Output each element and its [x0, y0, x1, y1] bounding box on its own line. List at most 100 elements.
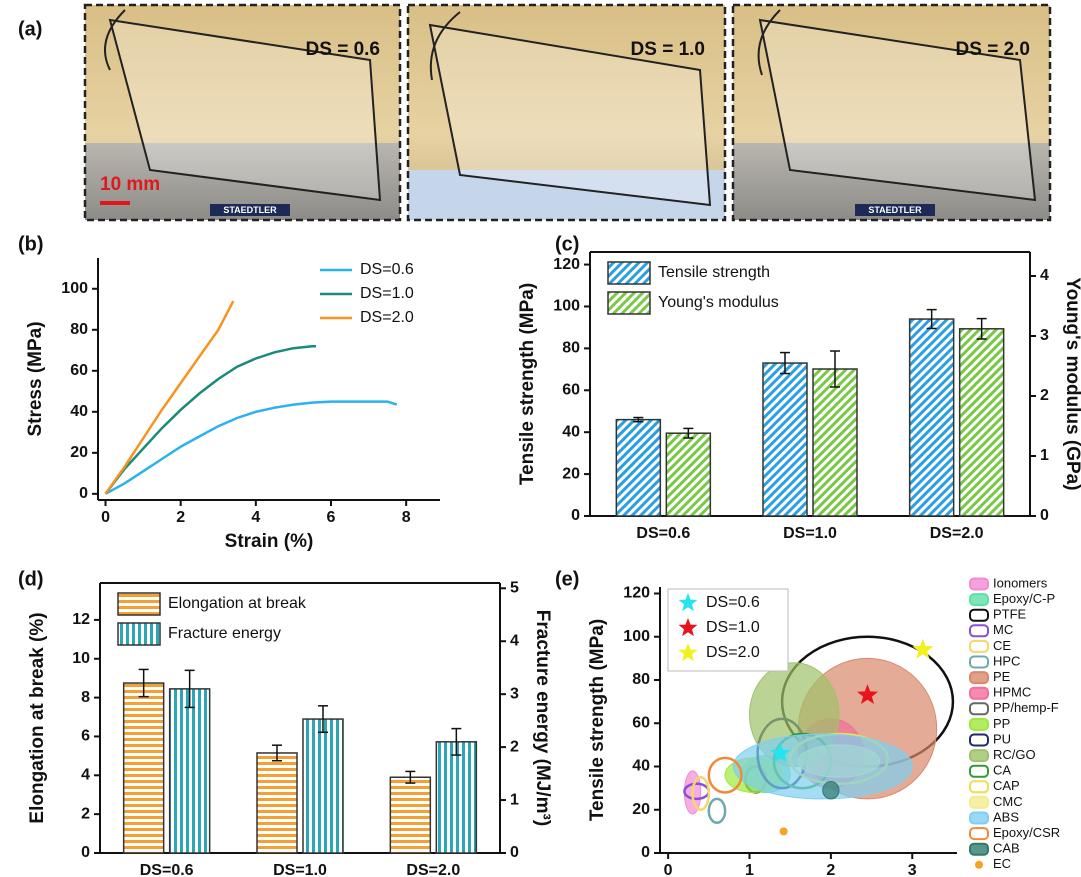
y-axis-label: Stress (MPa)	[25, 321, 46, 436]
y-tick-label: 6	[81, 728, 90, 745]
x-tick-label: 8	[402, 509, 411, 526]
y2-tick-label: 2	[1040, 387, 1049, 404]
legend-swatch	[970, 641, 988, 652]
y-tick-label: 80	[632, 671, 650, 688]
y-tick-label: 40	[70, 403, 88, 420]
y2-tick-label: 3	[1040, 327, 1049, 344]
y-tick-label: 4	[81, 767, 90, 784]
x-tick-label: 0	[664, 862, 673, 877]
y-tick-label: 80	[562, 340, 580, 357]
x-tick-label: 2	[176, 509, 185, 526]
legend-label: PP/hemp-F	[993, 700, 1059, 715]
x-tick-label: 6	[327, 509, 336, 526]
legend-label: ABS	[993, 809, 1019, 824]
legend-swatch	[970, 797, 988, 808]
line	[106, 402, 397, 494]
legend-swatch	[970, 625, 988, 636]
y2-axis-label: Fracture energy (MJ/m³)	[532, 610, 553, 826]
bar	[616, 420, 660, 516]
x-tick-label: DS=2.0	[930, 525, 984, 542]
legend-label: Elongation at break	[168, 595, 307, 612]
y-tick-label: 100	[61, 280, 88, 297]
y-tick-label: 40	[632, 758, 650, 775]
y-tick-label: 12	[72, 611, 90, 628]
y-tick-label: 10	[72, 650, 90, 667]
legend-label: CMC	[993, 794, 1023, 809]
legend-label: Tensile strength	[658, 264, 770, 281]
brand: STAEDTLER	[868, 205, 922, 215]
panel-label: (e)	[555, 568, 579, 590]
y2-axis-label: Young's modulus (GPa)	[1062, 277, 1081, 490]
brand: STAEDTLER	[223, 205, 277, 215]
x-tick-label: 1	[745, 862, 754, 877]
legend-label: DS=2.0	[706, 644, 760, 661]
y2-tick-label: 0	[510, 844, 519, 861]
legend-swatch	[970, 844, 988, 855]
y-tick-label: 100	[553, 298, 580, 315]
legend-label: PE	[993, 669, 1011, 684]
y-tick-label: 20	[562, 465, 580, 482]
y-tick-label: 0	[571, 507, 580, 524]
y-tick-label: 80	[70, 321, 88, 338]
legend-swatch	[970, 828, 988, 839]
line	[106, 346, 317, 494]
x-axis-label: Strain (%)	[225, 531, 314, 552]
legend-swatch	[970, 610, 988, 621]
y-tick-label: 40	[562, 423, 580, 440]
legend-swatch	[970, 735, 988, 746]
bar	[910, 319, 954, 516]
region	[709, 799, 725, 823]
y2-tick-label: 4	[1040, 267, 1049, 284]
legend-swatch	[970, 657, 988, 668]
scale-bar-label: 10 mm	[100, 174, 160, 195]
legend-swatch	[608, 292, 650, 314]
y-tick-label: 60	[632, 714, 650, 731]
bar	[813, 369, 857, 516]
legend-label: DS=0.6	[706, 594, 760, 611]
x-tick-label: DS=1.0	[273, 862, 327, 877]
legend-swatch	[970, 719, 988, 730]
point	[912, 639, 933, 659]
y-axis-label: Tensile strength (MPa)	[517, 283, 538, 485]
y-axis-label: Tensile strength (MPa)	[587, 619, 608, 821]
x-tick-label: DS=1.0	[783, 525, 837, 542]
legend-label: Fracture energy	[168, 625, 281, 642]
y-tick-label: 100	[623, 628, 650, 645]
panel-label: (d)	[18, 568, 44, 590]
photo: DS = 1.0	[408, 5, 725, 220]
x-tick-label: 3	[908, 862, 917, 877]
bar	[390, 777, 430, 853]
y-tick-label: 60	[562, 382, 580, 399]
legend-label: DS=1.0	[706, 619, 760, 636]
x-tick-label: 4	[251, 509, 260, 526]
panel-label: (c)	[555, 233, 579, 255]
bar	[303, 719, 343, 853]
legend-label: MC	[993, 622, 1013, 637]
body: {"panel_label": "(a)", "photos": {"label…	[0, 0, 1081, 877]
x-tick-label: DS=2.0	[406, 862, 460, 877]
legend-label: RC/GO	[993, 747, 1036, 762]
legend-label: PTFE	[993, 607, 1027, 622]
legend-label: CAB	[993, 841, 1020, 856]
legend-label: PP	[993, 716, 1010, 731]
bar	[170, 689, 210, 853]
legend-label: PU	[993, 731, 1011, 746]
y2-tick-label: 2	[510, 738, 519, 755]
panel-label: (a)	[18, 18, 42, 40]
legend-label: EC	[993, 856, 1011, 871]
y-tick-label: 120	[553, 256, 580, 273]
legend-label: HPMC	[993, 685, 1031, 700]
legend-label: DS=1.0	[360, 285, 414, 302]
scale-bar	[100, 201, 130, 205]
y-tick-label: 0	[81, 844, 90, 861]
photo-label: DS = 0.6	[306, 39, 380, 60]
bar	[666, 433, 710, 516]
x-tick-label: DS=0.6	[636, 525, 690, 542]
legend-label: Epoxy/CSR	[993, 825, 1060, 840]
y-tick-label: 0	[641, 844, 650, 861]
photo: DS = 2.0 STAEDTLER	[733, 5, 1050, 220]
legend-swatch	[970, 781, 988, 792]
legend-swatch	[975, 861, 983, 869]
y-tick-label: 0	[79, 485, 88, 502]
x-tick-label: DS=0.6	[140, 862, 194, 877]
